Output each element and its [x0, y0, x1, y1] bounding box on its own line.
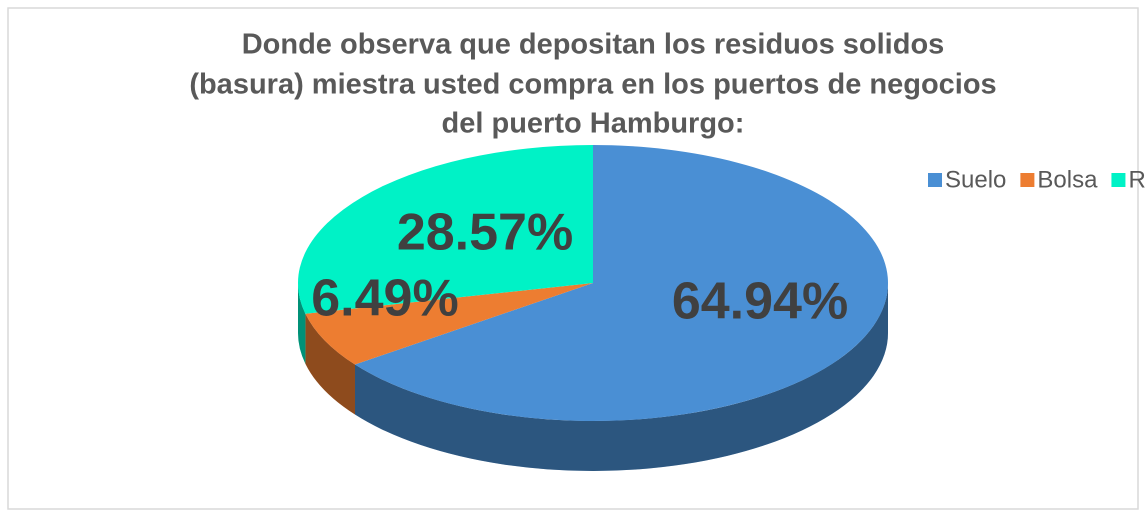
chart-title: del puerto Hamburgo:: [442, 108, 745, 140]
slice-side: [305, 313, 355, 415]
slice: [305, 283, 593, 365]
legend-label: Rios: [1128, 166, 1146, 193]
legend-swatch: [1111, 173, 1126, 187]
slice: [354, 145, 889, 421]
slice: [298, 145, 593, 314]
data-label: 6.49%: [311, 270, 458, 328]
slice-side-shade: [305, 313, 355, 415]
slice-side-shade: [298, 283, 306, 364]
data-label: 64.94%: [672, 273, 848, 331]
legend-label: Bolsa: [1037, 166, 1098, 193]
legend-swatch: [1020, 173, 1035, 187]
legend-swatch: [928, 173, 942, 187]
slice-side-shade: [354, 283, 888, 471]
data-label: 28.57%: [397, 204, 573, 262]
chart-title: Donde observa que depositan los residuos…: [242, 29, 945, 61]
legend-label: Suelo: [945, 166, 1006, 193]
slice-side: [298, 283, 306, 364]
chart-title: (basura) miestra usted compra en los pue…: [189, 69, 996, 101]
slice-side: [354, 283, 888, 471]
